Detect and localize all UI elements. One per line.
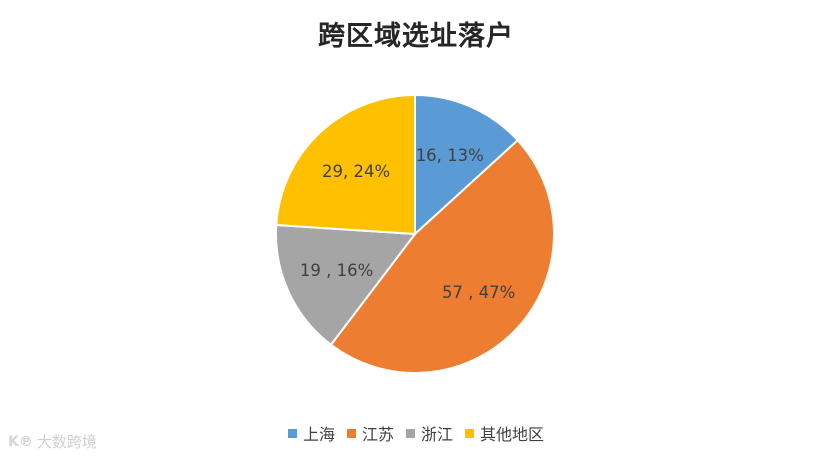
legend-swatch bbox=[406, 428, 415, 438]
legend-item: 上海 bbox=[287, 421, 335, 445]
legend-item: 其他地区 bbox=[465, 421, 544, 445]
pie-slices bbox=[275, 93, 555, 374]
slice-data-label: 19 , 16% bbox=[300, 261, 373, 280]
legend-swatch bbox=[465, 428, 475, 438]
legend-label: 上海 bbox=[302, 425, 335, 444]
chart-title: 跨区域选址落户 bbox=[318, 21, 514, 52]
legend-label: 江苏 bbox=[361, 425, 394, 444]
legend: 上海 江苏 浙江 其他地区 bbox=[0, 421, 832, 445]
watermark-text: 大数跨境 bbox=[36, 433, 97, 451]
watermark-logo-icon: K℗ bbox=[8, 433, 33, 450]
watermark: K℗ 大数跨境 bbox=[8, 431, 97, 452]
slice-data-label: 16, 13% bbox=[416, 146, 484, 165]
pie-slice bbox=[329, 138, 555, 374]
pie-slice bbox=[414, 93, 520, 237]
pie-slice bbox=[275, 93, 416, 236]
slice-data-label: 29, 24% bbox=[322, 162, 390, 181]
legend-label: 其他地区 bbox=[480, 425, 545, 444]
pie-slice bbox=[275, 223, 417, 347]
pie-labels: 16, 13% 57 , 47% 19 , 16% 29, 24% bbox=[300, 146, 515, 302]
legend-swatch bbox=[346, 428, 356, 438]
legend-label: 浙江 bbox=[421, 425, 454, 444]
legend-swatch bbox=[287, 428, 297, 438]
slice-data-label: 57 , 47% bbox=[442, 283, 515, 302]
legend-item: 浙江 bbox=[406, 421, 453, 445]
legend-item: 江苏 bbox=[346, 421, 394, 445]
